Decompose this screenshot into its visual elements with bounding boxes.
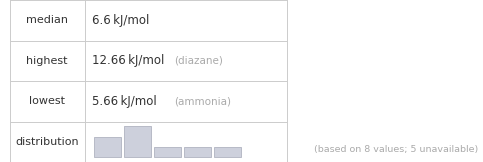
Bar <box>124 126 151 157</box>
Text: 5.66 kJ/mol: 5.66 kJ/mol <box>92 95 156 108</box>
Text: highest: highest <box>27 56 68 66</box>
Text: 12.66 kJ/mol: 12.66 kJ/mol <box>92 54 164 67</box>
Bar <box>184 147 211 157</box>
Text: distribution: distribution <box>15 137 79 147</box>
Bar <box>94 137 121 157</box>
Text: (diazane): (diazane) <box>174 56 223 66</box>
Text: (ammonia): (ammonia) <box>174 96 231 106</box>
Text: median: median <box>26 15 68 25</box>
Bar <box>214 147 241 157</box>
Text: (based on 8 values; 5 unavailable): (based on 8 values; 5 unavailable) <box>314 145 478 154</box>
Text: lowest: lowest <box>29 96 65 106</box>
Bar <box>154 147 181 157</box>
Text: 6.6 kJ/mol: 6.6 kJ/mol <box>92 14 149 27</box>
